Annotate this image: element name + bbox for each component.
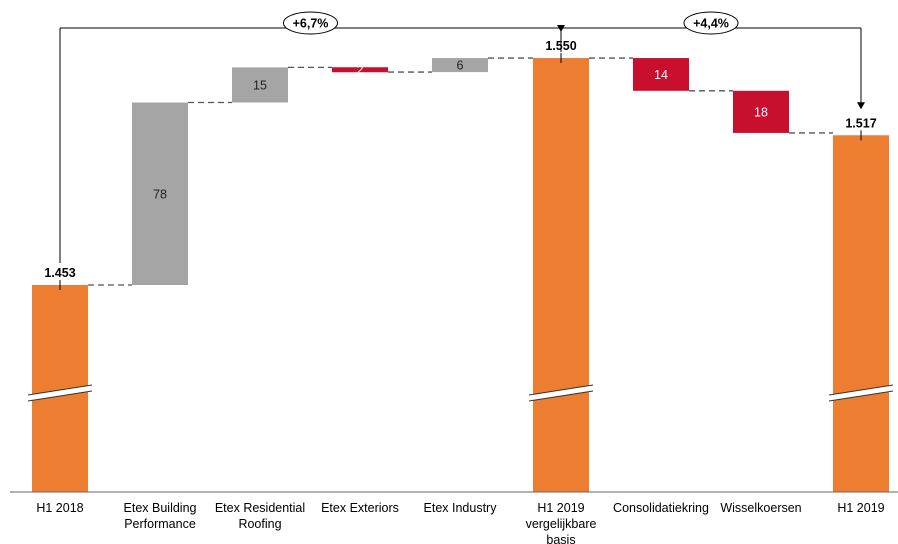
delta-value-label: 18 (754, 105, 768, 119)
category-label: H1 2019 (837, 501, 884, 515)
axis-break-line (828, 390, 894, 402)
connector-lines (88, 57, 833, 286)
axis-break-line (27, 390, 93, 402)
category-label: H1 2019 vergelijkbare basis (526, 501, 597, 544)
callout-oval (283, 11, 338, 35)
category-label: Wisselkoersen (720, 501, 801, 515)
category-label: Consolidatiekring (613, 501, 709, 515)
axis-breaks (27, 384, 894, 402)
delta-bar (633, 58, 689, 91)
callout-label: +4,4% (693, 17, 729, 31)
total-bar (833, 135, 889, 492)
category-label: Etex Residential Roofing (215, 501, 305, 531)
delta-bar (733, 90, 789, 133)
delta-value-label: 2 (357, 63, 364, 77)
delta-bar (132, 102, 188, 285)
category-label: Etex Building Performance (124, 501, 197, 531)
axis-break-gap (829, 385, 893, 401)
callout-label: +6,7% (293, 17, 329, 31)
bars (32, 58, 889, 493)
delta-value-label: 78 (153, 187, 167, 201)
callout-arrowhead (857, 102, 865, 110)
delta-value-label: 15 (253, 78, 267, 92)
delta-value-label: 14 (654, 68, 668, 82)
total-value-label: 1.453 (44, 266, 75, 280)
category-label: Etex Industry (424, 501, 498, 515)
callout-oval (683, 11, 739, 35)
axis-break-line (27, 384, 93, 396)
total-bar (533, 58, 589, 493)
axis-break-line (528, 390, 594, 402)
category-label: Etex Exteriors (321, 501, 399, 515)
axis-break-line (528, 384, 594, 396)
delta-bar (232, 67, 288, 103)
growth-callouts: +6,7% +4,4% (59, 11, 865, 263)
delta-bar (432, 58, 488, 73)
category-label: H1 2018 (36, 501, 83, 515)
total-value-label: 1.517 (845, 116, 876, 130)
axis-break-line (828, 384, 894, 396)
category-labels: H1 2018 Etex Building Performance Etex Resi… (36, 501, 884, 544)
delta-value-label: 6 (457, 59, 464, 73)
delta-bar (332, 67, 388, 73)
axis-break-gap (529, 385, 593, 401)
axis-break-gap (28, 385, 92, 401)
